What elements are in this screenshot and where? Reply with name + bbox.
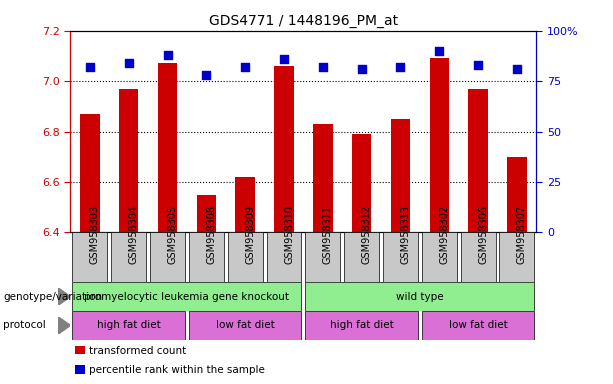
Bar bbox=[468, 89, 488, 232]
Text: GSM958307: GSM958307 bbox=[517, 205, 527, 264]
Polygon shape bbox=[58, 317, 70, 334]
Text: transformed count: transformed count bbox=[89, 346, 186, 356]
Bar bbox=[235, 177, 255, 232]
Bar bbox=[313, 124, 333, 232]
Bar bbox=[305, 311, 418, 340]
Bar bbox=[150, 232, 185, 282]
Bar bbox=[500, 232, 535, 282]
Text: low fat diet: low fat diet bbox=[216, 320, 275, 331]
Bar bbox=[75, 346, 85, 354]
Bar bbox=[72, 282, 302, 311]
Bar bbox=[507, 157, 527, 232]
Text: GSM958304: GSM958304 bbox=[129, 205, 139, 264]
Point bbox=[162, 52, 172, 58]
Bar bbox=[197, 195, 216, 232]
Bar bbox=[189, 232, 224, 282]
Text: low fat diet: low fat diet bbox=[449, 320, 508, 331]
Text: GSM958305: GSM958305 bbox=[167, 205, 178, 264]
Text: GSM958310: GSM958310 bbox=[284, 205, 294, 264]
Polygon shape bbox=[58, 288, 70, 305]
Text: promyelocytic leukemia gene knockout: promyelocytic leukemia gene knockout bbox=[85, 291, 289, 302]
Title: GDS4771 / 1448196_PM_at: GDS4771 / 1448196_PM_at bbox=[209, 14, 398, 28]
Text: GSM958313: GSM958313 bbox=[400, 205, 411, 264]
Text: high fat diet: high fat diet bbox=[97, 320, 161, 331]
Bar bbox=[119, 89, 139, 232]
Point bbox=[240, 64, 250, 70]
Bar bbox=[72, 232, 107, 282]
Bar bbox=[305, 232, 340, 282]
Bar bbox=[228, 232, 263, 282]
Bar bbox=[189, 311, 302, 340]
Text: percentile rank within the sample: percentile rank within the sample bbox=[89, 365, 265, 375]
Text: high fat diet: high fat diet bbox=[330, 320, 394, 331]
Text: protocol: protocol bbox=[3, 320, 46, 331]
Text: GSM958311: GSM958311 bbox=[323, 205, 333, 264]
Text: GSM958302: GSM958302 bbox=[440, 205, 449, 264]
Bar bbox=[267, 232, 302, 282]
Bar bbox=[305, 282, 535, 311]
Bar bbox=[112, 232, 147, 282]
Point bbox=[435, 48, 444, 54]
Text: GSM958303: GSM958303 bbox=[90, 205, 100, 264]
Text: wild type: wild type bbox=[396, 291, 444, 302]
Point bbox=[473, 62, 483, 68]
Bar bbox=[72, 311, 185, 340]
Text: GSM958309: GSM958309 bbox=[245, 205, 255, 264]
Text: genotype/variation: genotype/variation bbox=[3, 291, 102, 302]
Bar bbox=[75, 365, 85, 374]
Point bbox=[124, 60, 134, 66]
Bar bbox=[391, 119, 410, 232]
Bar bbox=[158, 63, 177, 232]
Point bbox=[202, 72, 211, 78]
Point bbox=[318, 64, 328, 70]
Point bbox=[85, 64, 95, 70]
Bar bbox=[422, 311, 535, 340]
Text: GSM958308: GSM958308 bbox=[207, 205, 216, 264]
Bar bbox=[80, 114, 99, 232]
Bar bbox=[352, 134, 371, 232]
Point bbox=[357, 66, 367, 72]
Bar bbox=[275, 66, 294, 232]
Point bbox=[279, 56, 289, 62]
Bar bbox=[344, 232, 379, 282]
Bar bbox=[461, 232, 495, 282]
Bar bbox=[422, 232, 457, 282]
Point bbox=[512, 66, 522, 72]
Point bbox=[395, 64, 405, 70]
Bar bbox=[383, 232, 418, 282]
Text: GSM958312: GSM958312 bbox=[362, 205, 371, 264]
Text: GSM958306: GSM958306 bbox=[478, 205, 488, 264]
Bar bbox=[430, 58, 449, 232]
